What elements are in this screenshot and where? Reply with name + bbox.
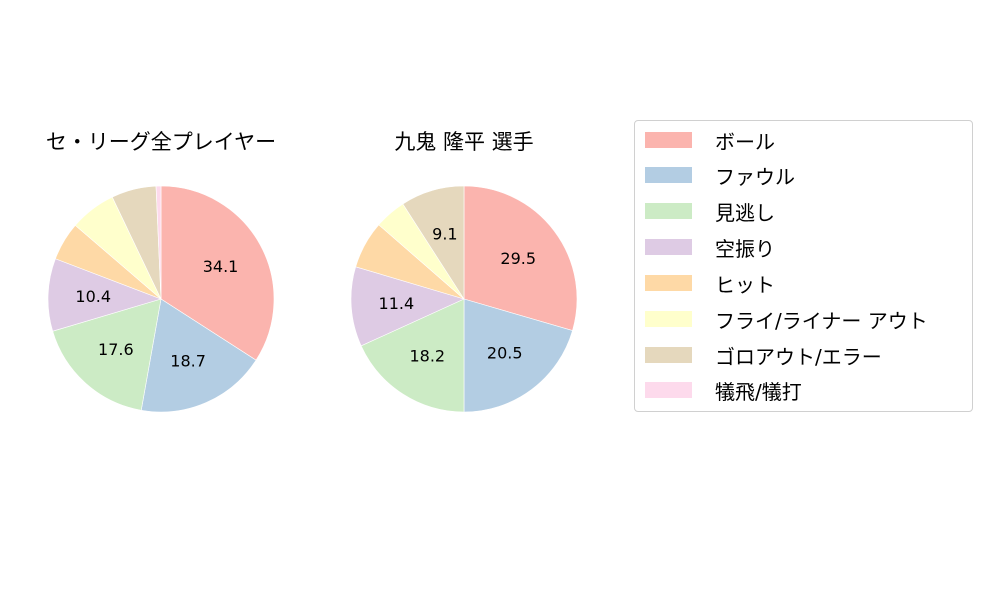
legend-swatch xyxy=(645,311,692,327)
wedge-label: 18.7 xyxy=(170,352,206,371)
legend-item-called-strike: 見逃し xyxy=(645,199,775,225)
legend-item-swinging-strike: 空振り xyxy=(645,235,775,261)
wedge-label: 17.6 xyxy=(98,340,134,359)
legend-label: 犠飛/犠打 xyxy=(715,379,802,404)
legend-label: ファウル xyxy=(715,164,795,189)
legend-item-ball: ボール xyxy=(645,128,775,154)
wedge-label: 34.1 xyxy=(203,257,239,276)
legend-label: ボール xyxy=(715,129,775,154)
legend-item-foul: ファウル xyxy=(645,163,795,189)
pie-wedge xyxy=(360,298,465,413)
legend-item-ground-out-error: ゴロアウト/エラー xyxy=(645,343,882,369)
pie-wedge xyxy=(155,185,162,300)
wedge-label: 18.2 xyxy=(409,347,445,366)
legend-swatch xyxy=(645,203,692,219)
chart2-title: 九鬼 隆平 選手 xyxy=(394,130,534,154)
legend-swatch xyxy=(645,132,692,148)
legend-swatch xyxy=(645,382,692,398)
legend-item-hit: ヒット xyxy=(645,271,775,297)
legend-label: 空振り xyxy=(715,236,775,261)
pie-chart-player: 29.5 20.5 18.2 11.4 9.1 xyxy=(350,185,578,413)
legend-label: フライ/ライナー アウト xyxy=(715,308,928,333)
pie-wedge xyxy=(463,298,573,413)
legend-item-fly-liner-out: フライ/ライナー アウト xyxy=(645,307,928,333)
legend-swatch xyxy=(645,347,692,363)
legend-item-sacrifice: 犠飛/犠打 xyxy=(645,378,802,404)
pie-wedge xyxy=(140,298,257,413)
pie-wedge xyxy=(52,298,162,411)
legend-swatch xyxy=(645,167,692,183)
wedge-label: 9.1 xyxy=(432,224,457,243)
chart1-title: セ・リーグ全プレイヤー xyxy=(45,130,277,154)
pie-wedge xyxy=(47,258,162,332)
legend: ボール ファウル 見逃し 空振り ヒット フライ/ライナー アウト ゴロアウト/… xyxy=(634,120,973,412)
legend-swatch xyxy=(645,239,692,255)
pie-wedge xyxy=(350,266,465,347)
pie-wedge xyxy=(402,185,465,301)
wedge-label: 11.4 xyxy=(379,294,415,313)
pie-wedge xyxy=(463,185,578,331)
legend-swatch xyxy=(645,275,692,291)
pie-chart-league: 34.1 18.7 17.6 10.4 xyxy=(47,185,275,413)
legend-label: ゴロアウト/エラー xyxy=(715,344,882,369)
wedge-label: 20.5 xyxy=(487,344,523,363)
legend-label: 見逃し xyxy=(715,200,775,225)
pie-wedge xyxy=(160,185,275,361)
wedge-label: 10.4 xyxy=(75,287,111,306)
wedge-label: 29.5 xyxy=(500,249,536,268)
legend-label: ヒット xyxy=(715,272,775,297)
